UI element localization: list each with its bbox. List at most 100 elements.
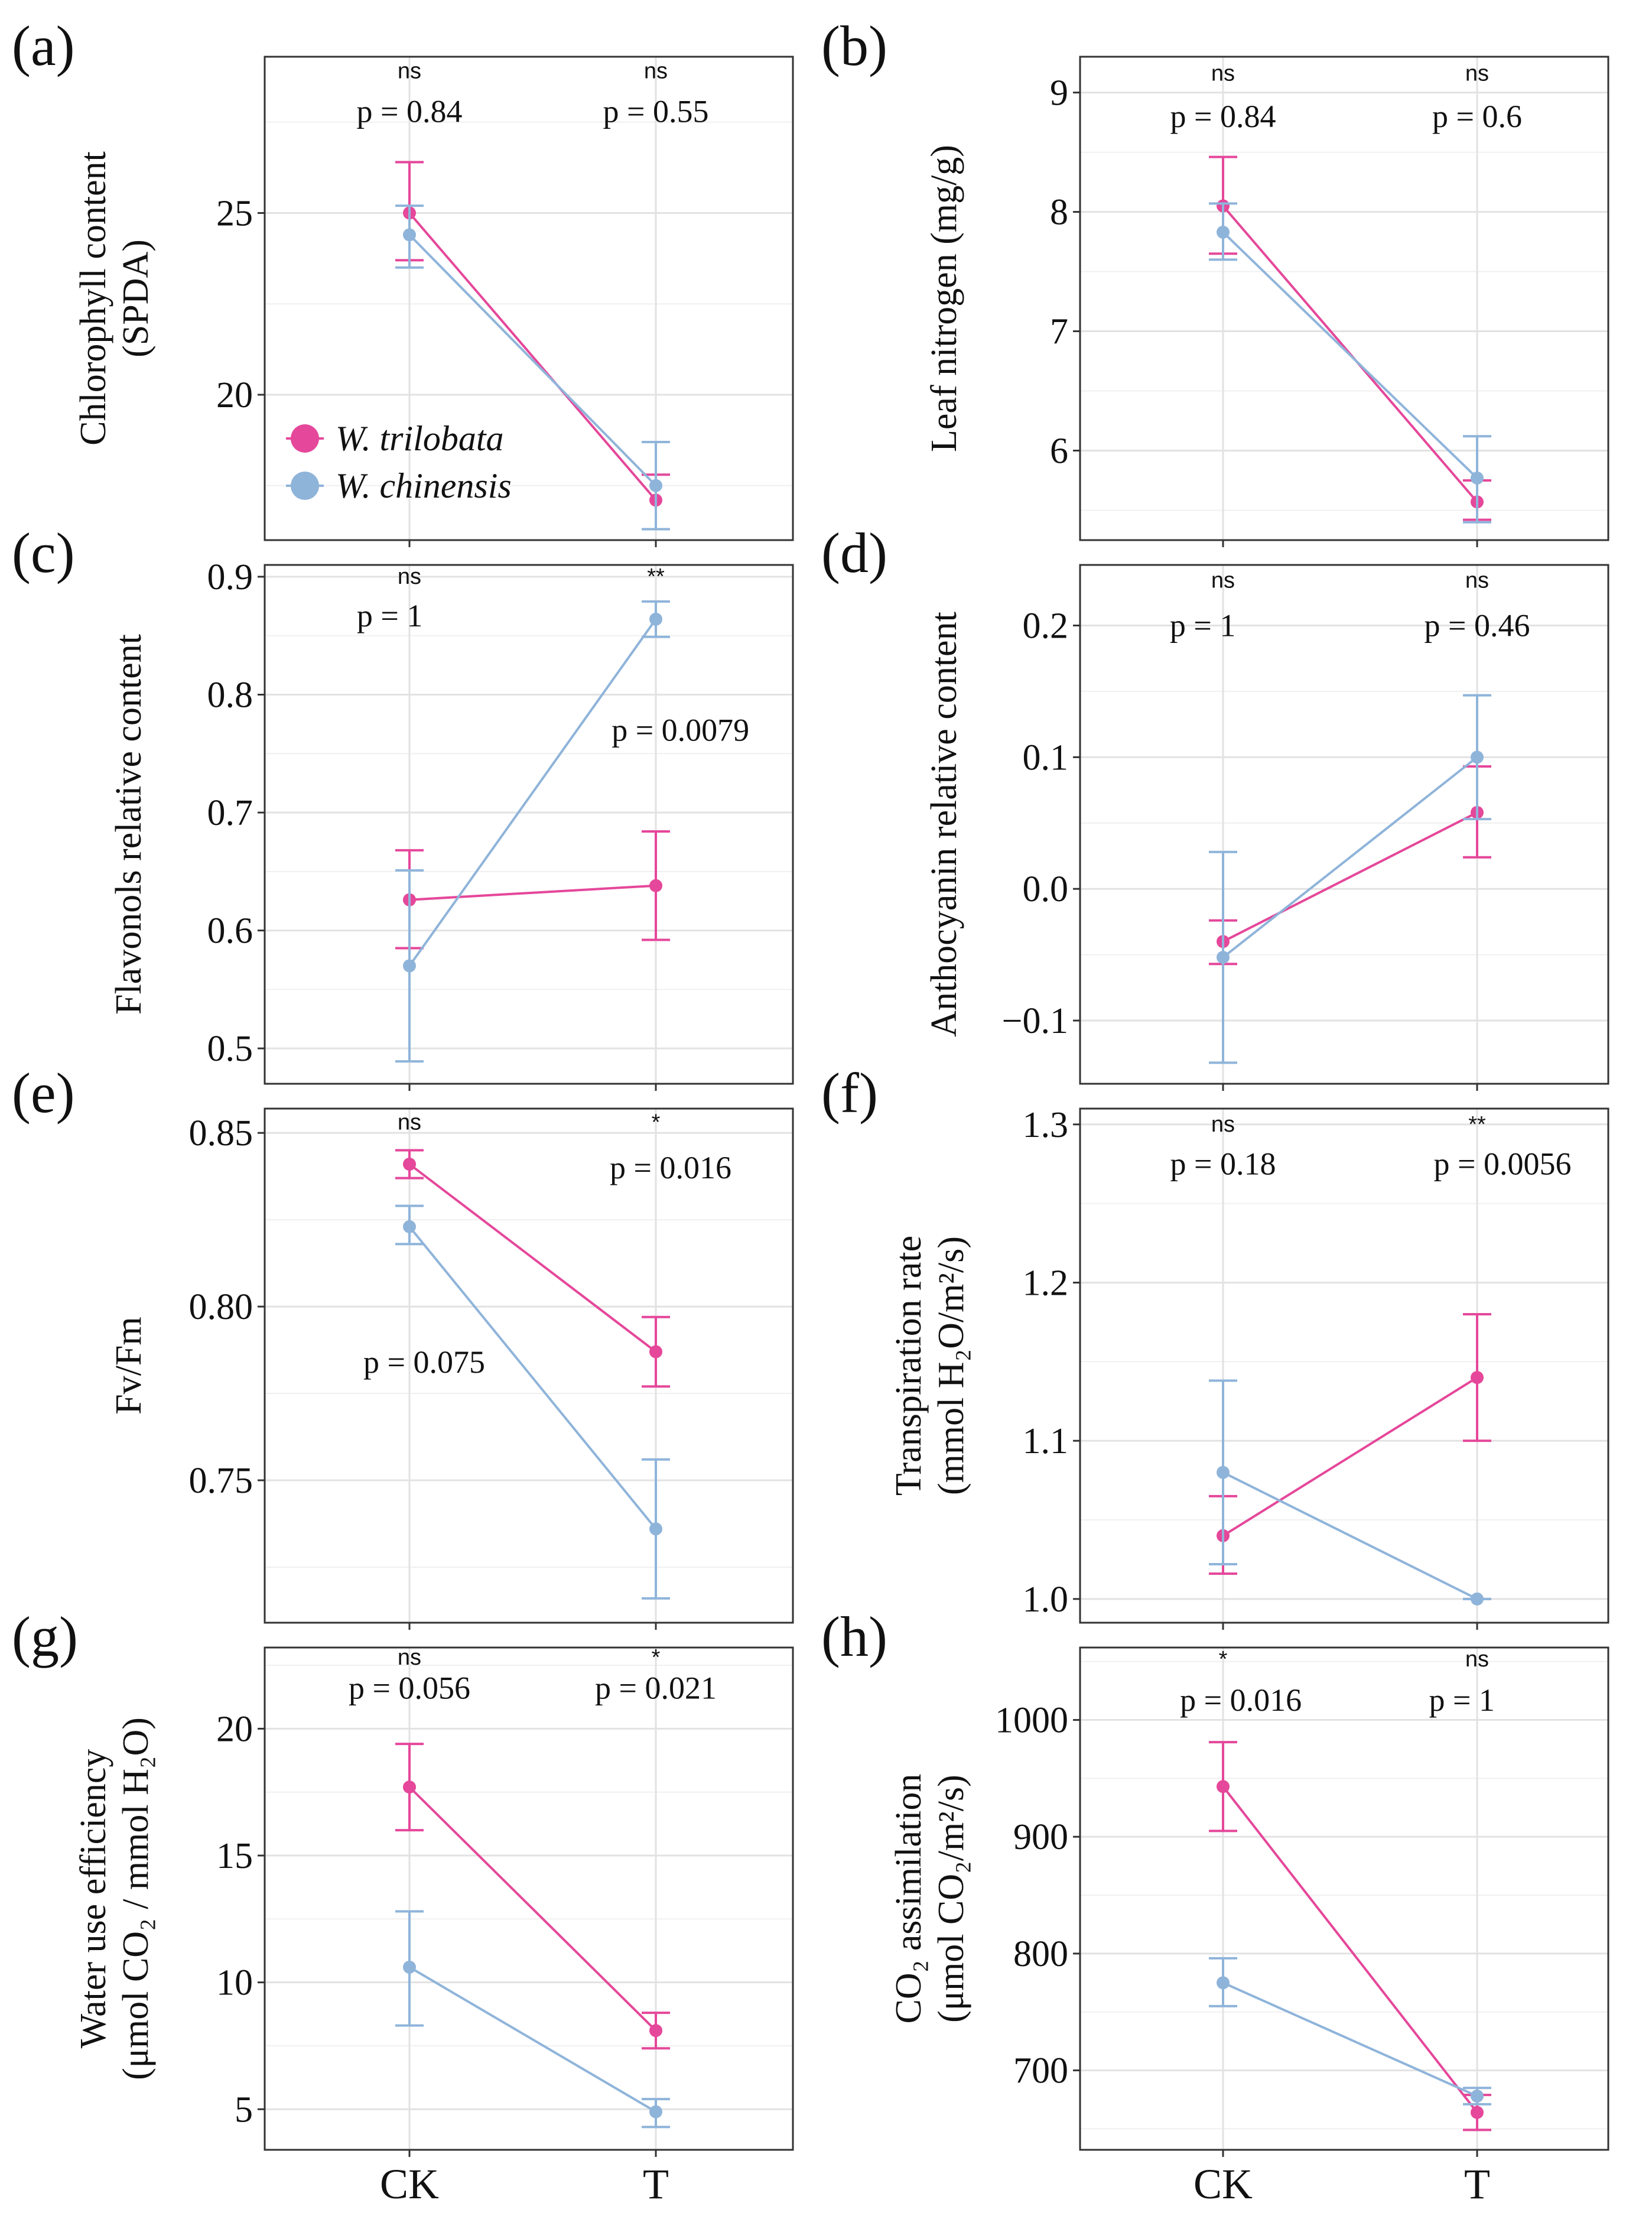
x-tick-label: CK (1194, 2160, 1253, 2208)
plot-area (265, 565, 793, 1084)
significance-label: ns (644, 59, 668, 84)
p-value-label: p = 0.84 (357, 93, 463, 129)
data-point (1471, 1371, 1484, 1385)
y-tick-label: 900 (1013, 1817, 1068, 1857)
p-value-label: p = 1 (1170, 608, 1235, 644)
y-tick-label: 1.0 (1023, 1580, 1069, 1620)
y-axis-title: Chlorophyll content (73, 151, 113, 446)
series-line (408, 233, 657, 487)
p-value-label: p = 0.46 (1425, 608, 1530, 644)
series-line (408, 212, 657, 501)
significance-label: ns (398, 564, 421, 589)
p-value-label: p = 0.056 (349, 1671, 470, 1706)
significance-label: ** (647, 564, 665, 589)
significance-label: * (1219, 1647, 1228, 1672)
data-point (1217, 1976, 1230, 1990)
series-line (1222, 1981, 1478, 2097)
y-axis-title: (SPDA) (116, 239, 156, 358)
data-point (1217, 951, 1230, 964)
y-tick-label: 0.85 (189, 1113, 253, 1154)
panel-c: (c) 0.5 0.6 0.7 0.8 0.9 Flavonols relative con… (12, 521, 794, 1091)
series-w-chinensis (395, 1204, 670, 1600)
data-point (1471, 2090, 1484, 2103)
series-w-chinensis (395, 204, 670, 531)
series-w-trilobata (395, 830, 670, 950)
significance-label: * (652, 1110, 661, 1135)
series-w-chinensis (1209, 1957, 1491, 2105)
data-point (1217, 1466, 1230, 1479)
p-value-label: p = 1 (357, 598, 422, 633)
series-line (1222, 811, 1478, 943)
data-point (1471, 471, 1484, 485)
significance-label: ns (1465, 568, 1489, 593)
y-tick-label: 1.1 (1023, 1421, 1069, 1461)
series-line (408, 1163, 657, 1353)
series-line (409, 884, 656, 901)
data-point (649, 1345, 662, 1359)
y-tick-label: 0.1 (1023, 737, 1069, 778)
data-point (403, 1158, 416, 1171)
y-axis-title: Flavonols relative content (109, 634, 149, 1015)
y-tick-label: 0.0 (1023, 869, 1069, 909)
data-point (403, 959, 416, 973)
y-tick-label: 800 (1013, 1934, 1068, 1974)
data-point (1217, 225, 1230, 239)
data-point (1471, 2105, 1484, 2119)
y-axis-title: Water use efficiency (73, 1749, 113, 2049)
panel-h: (h) 700 800 900 1000 CK T CO₂ assimilation (μmol… (821, 1605, 1609, 2208)
y-tick-label: 8 (1050, 193, 1068, 233)
p-value-label: p = 0.0079 (612, 712, 749, 748)
panel-e: (e) 0.75 0.80 0.85 Fv/Fm ns * p = 0.016 p = 0.07… (12, 1061, 794, 1630)
plot-border (264, 56, 794, 541)
series-w-trilobata (395, 1149, 670, 1388)
y-tick-label: 9 (1050, 73, 1068, 113)
series-line (408, 618, 657, 967)
data-point (403, 1780, 416, 1794)
series-w-chinensis (1209, 202, 1491, 524)
y-tick-label: 0.6 (207, 911, 253, 951)
series-line (408, 1226, 657, 1530)
plot-border (1079, 1107, 1609, 1624)
plot-border (264, 1107, 794, 1624)
y-tick-label: 15 (216, 1836, 253, 1876)
plot-border (264, 564, 794, 1085)
series-line (1222, 1786, 1478, 2113)
panel-letter: (d) (821, 521, 887, 584)
series-line (1222, 1376, 1478, 1537)
y-tick-label: 7 (1050, 312, 1068, 352)
plot-area (265, 1109, 793, 1623)
plot-area (265, 57, 793, 540)
significance-label: ns (1465, 1647, 1489, 1672)
plot-border (1079, 1646, 1609, 2151)
legend-key-point (291, 472, 319, 500)
plot-border (1079, 56, 1609, 541)
y-tick-label: 10 (216, 1963, 253, 2003)
y-tick-label: 0.8 (207, 675, 253, 716)
y-tick-label: 0.80 (189, 1287, 253, 1327)
y-tick-label: 0.75 (189, 1461, 253, 1501)
p-value-label: p = 0.55 (603, 93, 709, 129)
y-axis-title: Anthocyanin relative content (924, 612, 964, 1037)
p-value-label: p = 1 (1429, 1682, 1494, 1718)
plot-border (264, 1646, 794, 2151)
y-tick-label: −0.1 (1002, 1001, 1068, 1041)
series-w-trilobata (1209, 1741, 1491, 2131)
legend-label: W. trilobata (336, 419, 504, 458)
panel-letter: (b) (821, 14, 887, 77)
panel-f: (f) 1.0 1.1 1.2 1.3 Transpiration rate (mmol H… (821, 1061, 1609, 1630)
series-w-chinensis (1209, 1379, 1491, 1606)
plot-area (1080, 1648, 1608, 2150)
data-point (403, 1960, 416, 1974)
p-value-label: p = 0.021 (595, 1671, 717, 1706)
significance-label: ns (398, 1645, 421, 1670)
data-point (1471, 1592, 1484, 1606)
y-tick-label: 1.2 (1023, 1263, 1069, 1303)
data-point (649, 2105, 662, 2118)
series-line (408, 1786, 657, 2032)
data-point (403, 228, 416, 242)
plot-area (265, 1648, 793, 2150)
panel-d: (d) −0.1 0.0 0.1 0.2 Anthocyanin relative con… (821, 521, 1609, 1091)
panel-letter: (f) (821, 1061, 878, 1125)
p-value-label: p = 0.18 (1170, 1146, 1276, 1182)
y-axis-title: Leaf nitrogen (mg/g) (924, 145, 964, 452)
